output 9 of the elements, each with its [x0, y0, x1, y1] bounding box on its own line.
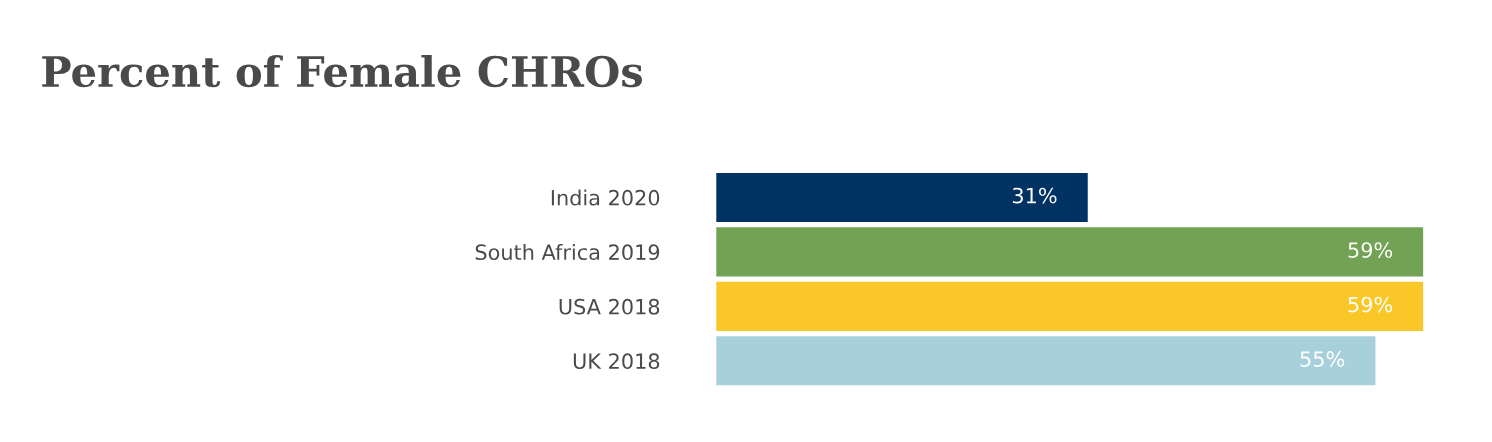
data-label: 59% — [1348, 296, 1393, 313]
data-label: 55% — [1300, 351, 1345, 367]
data-label: 59% — [1348, 242, 1393, 258]
text: Percent of Female CHROs — [42, 54, 643, 88]
y-tick-label: UK 2018 — [573, 353, 660, 370]
y-tick-label: USA 2018 — [559, 298, 660, 315]
data-label: 31% — [1012, 187, 1057, 204]
y-tick-label: South Africa 2019 — [475, 243, 660, 261]
y-tick-label: India 2020 — [551, 189, 660, 206]
